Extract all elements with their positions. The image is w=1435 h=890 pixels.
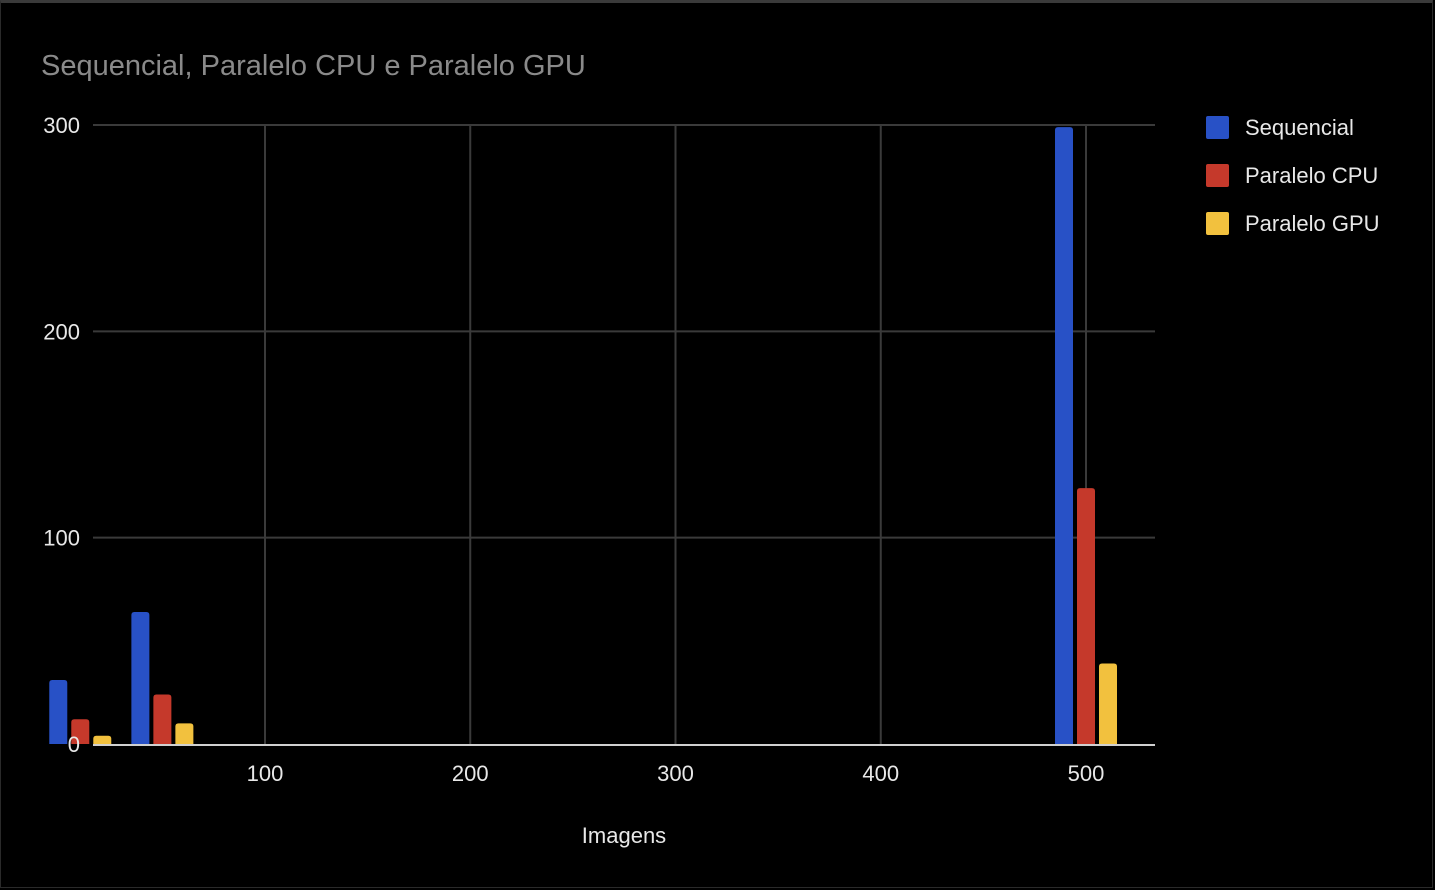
bars bbox=[49, 127, 1117, 744]
legend-label: Sequencial bbox=[1245, 115, 1354, 140]
bar-paralelo-gpu bbox=[175, 723, 194, 744]
legend-swatch bbox=[1206, 116, 1229, 139]
bar-sequencial bbox=[131, 611, 150, 744]
x-tick-label: 500 bbox=[1068, 761, 1105, 786]
y-tick-label: 300 bbox=[43, 113, 80, 138]
bar-paralelo-cpu bbox=[71, 719, 90, 744]
legend-label: Paralelo GPU bbox=[1245, 211, 1380, 236]
y-tick-label: 200 bbox=[43, 319, 80, 344]
x-tick-label: 200 bbox=[452, 761, 489, 786]
legend-label: Paralelo CPU bbox=[1245, 163, 1378, 188]
bar-sequencial bbox=[49, 680, 68, 744]
chart-title: Sequencial, Paralelo CPU e Paralelo GPU bbox=[41, 50, 586, 82]
legend: Sequencial Paralelo CPU Paralelo GPU bbox=[1206, 115, 1380, 236]
bar-paralelo-gpu bbox=[1099, 663, 1117, 744]
x-tick-label: 300 bbox=[657, 761, 694, 786]
legend-swatch bbox=[1206, 212, 1229, 235]
y-axis-ticks: 0 100 200 300 bbox=[43, 113, 80, 757]
bar-paralelo-cpu bbox=[1077, 488, 1095, 744]
x-tick-label: 100 bbox=[247, 761, 284, 786]
y-tick-label: 0 bbox=[68, 732, 80, 757]
x-axis-title: Imagens bbox=[582, 823, 666, 848]
bar-paralelo-gpu bbox=[93, 735, 112, 744]
bar-sequencial bbox=[1055, 127, 1073, 744]
x-tick-label: 400 bbox=[862, 761, 899, 786]
legend-swatch bbox=[1206, 164, 1229, 187]
x-axis-ticks: 100 200 300 400 500 bbox=[247, 761, 1105, 786]
grid-lines bbox=[93, 124, 1155, 744]
bar-chart: Sequencial, Paralelo CPU e Paralelo GPU … bbox=[41, 50, 1380, 848]
bar-paralelo-cpu bbox=[153, 694, 172, 744]
y-tick-label: 100 bbox=[43, 526, 80, 551]
